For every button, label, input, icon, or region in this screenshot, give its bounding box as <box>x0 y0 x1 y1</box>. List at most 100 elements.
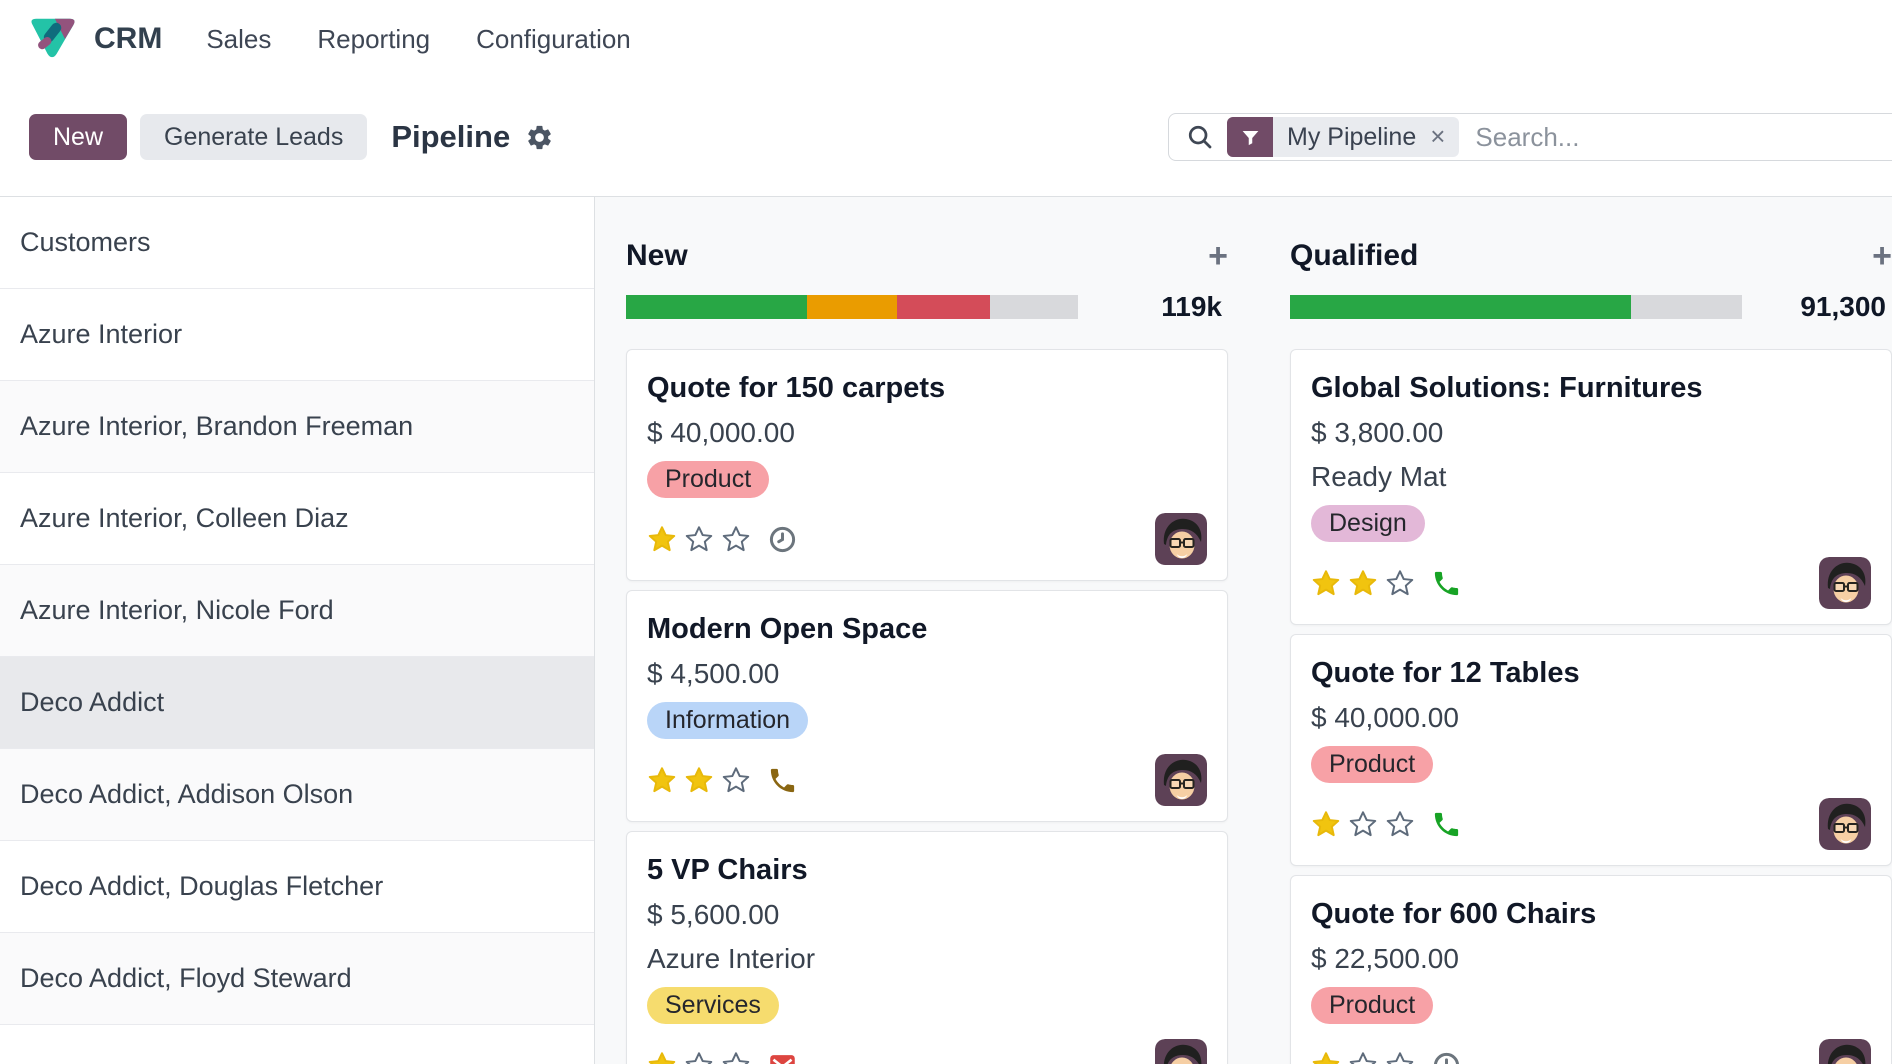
kanban-card[interactable]: 5 VP Chairs $ 5,600.00 Azure Interior Se… <box>626 831 1228 1064</box>
column-title[interactable]: Qualified <box>1290 239 1419 272</box>
priority-star-icon[interactable] <box>684 1050 714 1064</box>
progress-segment[interactable] <box>989 295 1078 319</box>
top-navbar: CRM Sales Reporting Configuration <box>0 0 1892 78</box>
salesperson-avatar[interactable] <box>1155 754 1207 806</box>
filter-chip[interactable]: My Pipeline × <box>1227 117 1460 157</box>
progress-segment[interactable] <box>1631 295 1742 319</box>
clock-activity-icon[interactable] <box>767 524 798 555</box>
priority-star-icon[interactable] <box>647 765 677 795</box>
priority-star-icon[interactable] <box>647 524 677 554</box>
priority-star-icon[interactable] <box>647 1050 677 1064</box>
column-progressbar[interactable] <box>626 295 1078 319</box>
salesperson-avatar[interactable] <box>1819 1039 1871 1064</box>
salesperson-avatar[interactable] <box>1819 557 1871 609</box>
priority-stars <box>1311 568 1415 598</box>
priority-star-icon[interactable] <box>684 524 714 554</box>
progress-segment[interactable] <box>1290 295 1632 319</box>
menu-configuration[interactable]: Configuration <box>476 23 631 54</box>
add-record-icon[interactable]: + <box>1872 237 1892 275</box>
generate-leads-button[interactable]: Generate Leads <box>140 114 368 160</box>
search-input[interactable] <box>1459 121 1892 153</box>
sidebar-customer-item[interactable]: Azure Interior, Colleen Diaz <box>0 473 594 565</box>
card-tag[interactable]: Product <box>647 461 770 498</box>
priority-stars <box>647 524 751 554</box>
phone-activity-icon[interactable] <box>1431 568 1462 599</box>
sidebar-customer-label: Deco Addict, Douglas Fletcher <box>20 871 384 901</box>
sidebar-customer-label: Azure Interior, Colleen Diaz <box>20 503 349 533</box>
card-tag[interactable]: Information <box>647 702 809 739</box>
salesperson-avatar[interactable] <box>1155 1039 1207 1064</box>
sidebar-customer-item[interactable]: Azure Interior, Nicole Ford <box>0 565 594 657</box>
card-title: Global Solutions: Furnitures <box>1311 372 1703 404</box>
column-total: 91,300 <box>1800 291 1886 322</box>
priority-star-icon[interactable] <box>684 765 714 795</box>
sidebar-customer-item[interactable]: Azure Interior, Brandon Freeman <box>0 381 594 473</box>
sidebar-customer-item[interactable]: Deco Addict, Floyd Steward <box>0 933 594 1025</box>
priority-star-icon[interactable] <box>1385 568 1415 598</box>
priority-star-icon[interactable] <box>721 524 751 554</box>
app-brand[interactable]: CRM <box>26 16 162 62</box>
sidebar-customer-item[interactable]: Deco Addict <box>0 657 594 749</box>
kanban-card[interactable]: Quote for 600 Chairs $ 22,500.00 Product <box>1290 875 1892 1064</box>
kanban-column: Qualified + 91,300 Global Solutions: Fur… <box>1290 235 1892 1064</box>
menu-reporting[interactable]: Reporting <box>317 23 431 54</box>
priority-star-icon[interactable] <box>1311 1050 1341 1064</box>
page-title: Pipeline <box>391 119 511 154</box>
priority-star-icon[interactable] <box>1385 1050 1415 1064</box>
kanban-card[interactable]: Quote for 150 carpets $ 40,000.00 Produc… <box>626 349 1228 581</box>
salesperson-avatar[interactable] <box>1819 798 1871 850</box>
phone-activity-icon[interactable] <box>1431 809 1462 840</box>
card-amount: $ 3,800.00 <box>1311 417 1444 448</box>
column-title[interactable]: New <box>626 239 688 272</box>
priority-star-icon[interactable] <box>721 1050 751 1064</box>
sidebar-customer-item[interactable]: Deco Addict, Douglas Fletcher <box>0 841 594 933</box>
menu-sales[interactable]: Sales <box>206 23 272 54</box>
progress-segment[interactable] <box>806 295 898 319</box>
card-tag[interactable]: Services <box>647 987 779 1024</box>
priority-star-icon[interactable] <box>1311 809 1341 839</box>
priority-stars <box>1311 809 1415 839</box>
priority-star-icon[interactable] <box>1348 568 1378 598</box>
card-amount: $ 22,500.00 <box>1311 943 1459 974</box>
add-record-icon[interactable]: + <box>1208 237 1228 275</box>
sidebar-customer-item[interactable]: Azure Interior <box>0 289 594 381</box>
priority-star-icon[interactable] <box>1348 809 1378 839</box>
card-tag[interactable]: Design <box>1311 505 1425 542</box>
customers-sidebar: Customers Azure Interior Azure Interior,… <box>0 197 595 1064</box>
gear-icon[interactable] <box>525 123 554 152</box>
priority-star-icon[interactable] <box>1311 568 1341 598</box>
progress-segment[interactable] <box>897 295 990 319</box>
search-bar[interactable]: My Pipeline × <box>1168 113 1892 161</box>
kanban-card[interactable]: Quote for 12 Tables $ 40,000.00 Product <box>1290 634 1892 866</box>
progress-segment[interactable] <box>626 295 807 319</box>
priority-star-icon[interactable] <box>721 765 751 795</box>
priority-star-icon[interactable] <box>1385 809 1415 839</box>
priority-star-icon[interactable] <box>1348 1050 1378 1064</box>
sidebar-customer-label: Deco Addict <box>20 687 165 717</box>
card-title: Modern Open Space <box>647 613 928 645</box>
card-title: Quote for 150 carpets <box>647 372 946 404</box>
sidebar-customer-label: Azure Interior <box>20 319 183 349</box>
filter-chip-label: My Pipeline <box>1287 122 1417 151</box>
kanban-card[interactable]: Global Solutions: Furnitures $ 3,800.00 … <box>1290 349 1892 625</box>
envelope-activity-icon[interactable] <box>767 1050 798 1064</box>
salesperson-avatar[interactable] <box>1155 513 1207 565</box>
new-button[interactable]: New <box>29 114 128 160</box>
kanban-card[interactable]: Modern Open Space $ 4,500.00 Information <box>626 590 1228 822</box>
clock-activity-icon[interactable] <box>1431 1050 1462 1064</box>
card-tag[interactable]: Product <box>1311 987 1434 1024</box>
card-partner: Ready Mat <box>1311 461 1447 492</box>
sidebar-customer-label: Azure Interior, Nicole Ford <box>20 595 334 625</box>
sidebar-customer-item[interactable]: Customers <box>0 197 594 289</box>
card-partner: Azure Interior <box>647 943 816 974</box>
app-title: CRM <box>94 22 163 55</box>
column-progressbar[interactable] <box>1290 295 1742 319</box>
column-total: 119k <box>1161 291 1222 322</box>
remove-filter-icon[interactable]: × <box>1430 120 1446 151</box>
card-tag[interactable]: Product <box>1311 746 1434 783</box>
sidebar-customer-label: Customers <box>20 227 151 257</box>
sidebar-customer-label: Deco Addict, Addison Olson <box>20 779 354 809</box>
sidebar-customer-item[interactable]: Deco Addict, Addison Olson <box>0 749 594 841</box>
kanban-column: New + 119k Quote for 150 carpets $ 40,00… <box>626 235 1228 1064</box>
phone-activity-icon[interactable] <box>767 765 798 796</box>
